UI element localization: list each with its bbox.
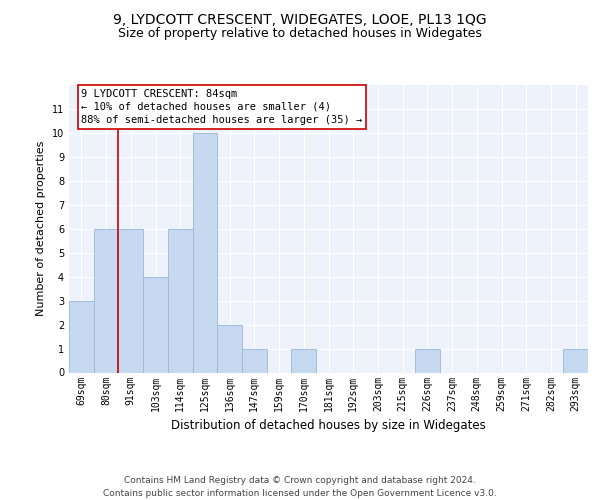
Bar xyxy=(118,229,143,372)
Bar xyxy=(94,229,118,372)
Bar xyxy=(143,276,168,372)
Bar xyxy=(242,348,267,372)
Text: 9, LYDCOTT CRESCENT, WIDEGATES, LOOE, PL13 1QG: 9, LYDCOTT CRESCENT, WIDEGATES, LOOE, PL… xyxy=(113,12,487,26)
Bar xyxy=(217,324,242,372)
Text: Contains HM Land Registry data © Crown copyright and database right 2024.: Contains HM Land Registry data © Crown c… xyxy=(124,476,476,485)
Bar xyxy=(415,348,440,372)
Bar xyxy=(168,229,193,372)
Text: Size of property relative to detached houses in Widegates: Size of property relative to detached ho… xyxy=(118,28,482,40)
Bar xyxy=(69,300,94,372)
X-axis label: Distribution of detached houses by size in Widegates: Distribution of detached houses by size … xyxy=(171,419,486,432)
Bar xyxy=(563,348,588,372)
Text: 9 LYDCOTT CRESCENT: 84sqm
← 10% of detached houses are smaller (4)
88% of semi-d: 9 LYDCOTT CRESCENT: 84sqm ← 10% of detac… xyxy=(82,88,362,125)
Bar xyxy=(193,133,217,372)
Bar xyxy=(292,348,316,372)
Text: Contains public sector information licensed under the Open Government Licence v3: Contains public sector information licen… xyxy=(103,489,497,498)
Y-axis label: Number of detached properties: Number of detached properties xyxy=(37,141,46,316)
